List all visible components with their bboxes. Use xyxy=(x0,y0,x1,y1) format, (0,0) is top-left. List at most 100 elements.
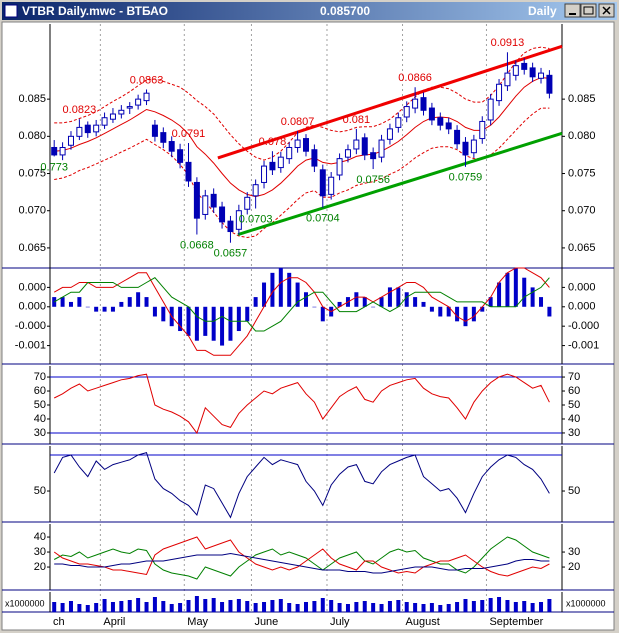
price-annotation: 0.0756 xyxy=(356,174,390,186)
candle-body xyxy=(277,156,284,169)
bar xyxy=(152,306,157,317)
bar xyxy=(438,306,443,317)
y-tick-label-right: 0.000 xyxy=(568,281,596,293)
bar xyxy=(354,602,359,612)
bar xyxy=(530,287,535,307)
candle-body xyxy=(361,137,368,156)
bar xyxy=(337,603,342,612)
candle-body xyxy=(101,117,108,126)
price-annotation: 0.0791 xyxy=(172,128,206,140)
indicator-line xyxy=(54,107,550,239)
bar xyxy=(539,297,544,307)
price-annotation: 0.0866 xyxy=(398,72,432,84)
y-tick-label-left: -0.001 xyxy=(15,339,46,351)
x-tick-label: September xyxy=(489,616,543,628)
bar xyxy=(396,600,401,612)
x-tick-label: June xyxy=(254,616,278,628)
x-tick-label: April xyxy=(103,616,125,628)
indicator-line xyxy=(53,277,550,332)
bar xyxy=(77,604,82,612)
bar xyxy=(429,306,434,312)
candle-body xyxy=(177,149,184,163)
price-annotation: 0.0703 xyxy=(239,213,273,225)
bar xyxy=(68,601,73,612)
bar xyxy=(539,602,544,612)
indicator-line xyxy=(53,373,550,435)
bar xyxy=(379,297,384,307)
candle-body xyxy=(512,65,519,76)
y-tick-label-left: 70 xyxy=(34,371,46,383)
bar xyxy=(513,602,518,612)
candle-body xyxy=(344,149,351,158)
price-annotation: 0.081 xyxy=(343,114,371,126)
unit-label: x1000000 xyxy=(5,598,45,608)
bar xyxy=(387,601,392,612)
bar xyxy=(161,601,166,612)
bar xyxy=(312,601,317,612)
bar xyxy=(522,601,527,612)
indicator-line xyxy=(53,536,550,577)
y-tick-label-right: -0.000 xyxy=(568,320,599,332)
bar xyxy=(320,598,325,612)
x-tick-label: May xyxy=(187,616,208,628)
bar xyxy=(547,306,552,317)
title-bar-bg xyxy=(2,2,617,20)
candle-body xyxy=(437,117,444,126)
y-tick-label-right: 20 xyxy=(568,561,580,573)
maximize-button[interactable] xyxy=(580,3,597,18)
bar xyxy=(446,604,451,612)
candle-body xyxy=(202,195,209,215)
minimize-button[interactable] xyxy=(564,3,581,18)
price-display: 0.085700 xyxy=(320,4,370,18)
bar xyxy=(547,599,552,612)
candle-body xyxy=(378,139,385,158)
bar xyxy=(136,598,141,612)
close-button[interactable] xyxy=(598,3,615,18)
indicator-line xyxy=(53,451,550,519)
plot-layer: ch April May June July August September 0.065 0.… xyxy=(2,24,614,628)
bar xyxy=(413,297,418,307)
candle-body xyxy=(386,128,393,140)
candle-body xyxy=(403,106,410,118)
candle-body xyxy=(160,132,167,143)
bar xyxy=(421,301,426,307)
bar xyxy=(110,602,115,612)
bar xyxy=(295,282,300,307)
candle-body xyxy=(319,169,326,197)
bar xyxy=(94,306,99,312)
bar xyxy=(152,597,157,612)
candle-body xyxy=(428,107,435,121)
bar xyxy=(513,268,518,307)
bar xyxy=(278,268,283,307)
bar xyxy=(480,306,485,312)
bar xyxy=(404,292,409,307)
candle-body xyxy=(118,109,125,115)
bar xyxy=(236,599,241,612)
window-title: VTBR Daily.mwc - ВТБАО xyxy=(22,4,168,18)
candle-body xyxy=(59,146,66,156)
bar xyxy=(253,603,258,612)
bar xyxy=(329,600,334,612)
bar xyxy=(312,306,317,308)
bar xyxy=(505,600,510,612)
y-tick-label-right: 30 xyxy=(568,427,580,439)
candle-body xyxy=(311,149,318,167)
bar xyxy=(194,306,199,341)
bar xyxy=(480,600,485,612)
candle-body xyxy=(470,139,477,154)
bar xyxy=(320,306,325,322)
candle-body xyxy=(370,152,377,160)
candle-body xyxy=(538,72,545,79)
bar xyxy=(345,604,350,612)
candle-body xyxy=(336,158,343,176)
candle-body xyxy=(151,124,158,137)
candle-body xyxy=(235,210,242,230)
y-tick-label-left: 0.000 xyxy=(18,281,46,293)
bar xyxy=(446,306,451,317)
candle-body xyxy=(546,74,553,94)
bar xyxy=(102,599,107,612)
bar xyxy=(505,272,510,307)
bar xyxy=(102,306,107,312)
candle-body xyxy=(76,126,83,137)
bar xyxy=(371,306,376,308)
